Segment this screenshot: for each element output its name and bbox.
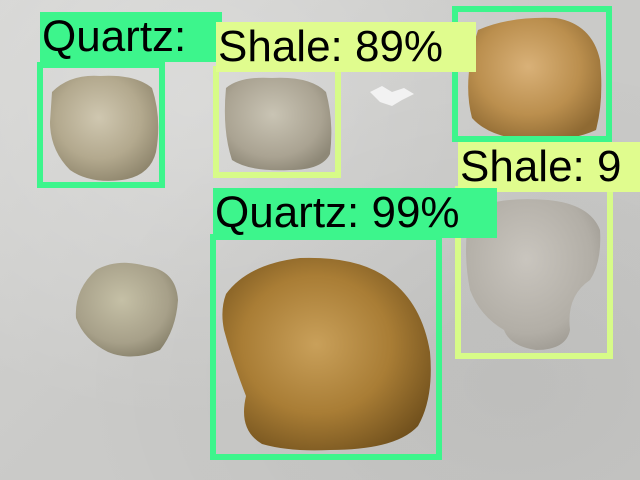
detection-label: Shale: 89% bbox=[216, 22, 476, 72]
rock-2 bbox=[224, 77, 332, 171]
rock-1 bbox=[50, 75, 159, 181]
rock-5 bbox=[75, 262, 178, 357]
speck bbox=[370, 86, 414, 106]
detection-box-quartz bbox=[452, 6, 612, 142]
detection-box-quartz bbox=[37, 62, 165, 188]
detection-box-quartz bbox=[210, 234, 442, 460]
rock-4 bbox=[466, 199, 601, 350]
detection-label: Shale: 9 bbox=[458, 142, 640, 192]
detection-box-shale bbox=[213, 66, 341, 178]
detection-label: Quartz: bbox=[40, 12, 222, 62]
detection-label: Quartz: 99% bbox=[213, 188, 497, 238]
rock-3 bbox=[468, 17, 602, 141]
rock-6 bbox=[222, 257, 431, 451]
